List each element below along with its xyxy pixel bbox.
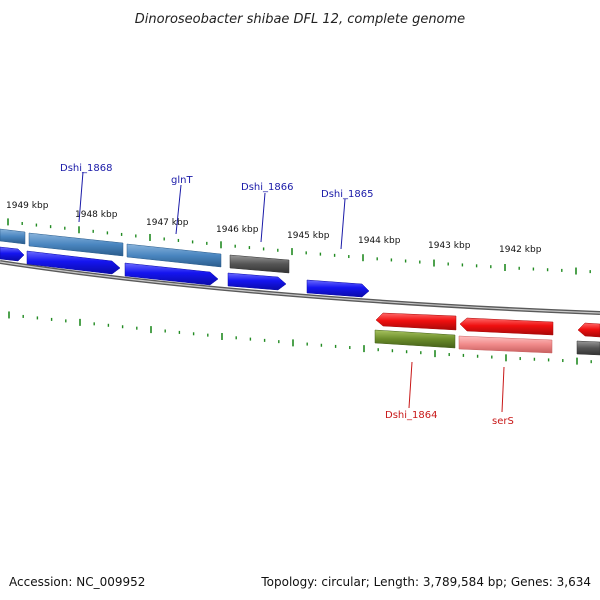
ruler-label: 1943 kbp xyxy=(428,241,471,251)
leader-line xyxy=(78,171,84,223)
cds-arrow[interactable] xyxy=(0,246,25,262)
forward-gene-bars xyxy=(0,228,290,274)
gene-bar[interactable] xyxy=(458,335,553,354)
gene-label-glnt[interactable]: glnT xyxy=(171,175,193,186)
pseudo-gene-bar[interactable] xyxy=(576,340,600,356)
lower-scale-ticks xyxy=(8,311,592,365)
pseudo-gene-bar[interactable] xyxy=(229,254,290,274)
cds-arrow[interactable] xyxy=(227,272,287,291)
ruler-label: 1942 kbp xyxy=(499,245,542,255)
leader-line xyxy=(408,361,413,409)
cds-arrow[interactable] xyxy=(124,262,219,286)
accession-label: Accession: NC_009952 xyxy=(9,575,145,589)
gene-bar[interactable] xyxy=(126,243,222,268)
ruler-label: 1946 kbp xyxy=(216,225,259,235)
upper-scale-ticks xyxy=(7,218,591,275)
gene-bar[interactable] xyxy=(0,228,26,245)
gene-label-dshi-1868[interactable]: Dshi_1868 xyxy=(60,163,112,174)
leader-line xyxy=(501,366,505,413)
ruler-label: 1945 kbp xyxy=(287,231,330,241)
gene-label-dshi-1866[interactable]: Dshi_1866 xyxy=(241,182,293,193)
reverse-cds-track xyxy=(375,312,600,338)
ruler-label: 1948 kbp xyxy=(75,210,118,220)
gene-labels: Dshi_1868 glnT Dshi_1866 Dshi_1865 Dshi_… xyxy=(60,163,514,427)
genome-title: Dinoroseobacter shibae DFL 12, complete … xyxy=(135,12,465,27)
ruler-label: 1947 kbp xyxy=(146,218,189,228)
gene-bar[interactable] xyxy=(28,232,124,257)
ruler-label: 1949 kbp xyxy=(6,201,49,211)
gene-label-dshi-1864[interactable]: Dshi_1864 xyxy=(385,410,437,421)
cds-arrow[interactable] xyxy=(26,250,121,275)
ruler-labels: 1949 kbp 1948 kbp 1947 kbp 1946 kbp 1945… xyxy=(6,201,542,255)
cds-arrow[interactable] xyxy=(306,279,370,298)
label-leaders xyxy=(78,171,505,413)
leader-line xyxy=(175,184,182,235)
cds-arrow[interactable] xyxy=(459,317,554,336)
cds-arrow[interactable] xyxy=(577,322,600,338)
ruler-label: 1944 kbp xyxy=(358,236,401,246)
gene-label-sers[interactable]: serS xyxy=(492,416,514,427)
gene-bar[interactable] xyxy=(374,329,456,349)
genome-backbone-highlight xyxy=(0,261,600,314)
leader-line xyxy=(260,192,266,243)
gene-label-dshi-1865[interactable]: Dshi_1865 xyxy=(321,189,373,200)
cds-arrow[interactable] xyxy=(375,312,457,331)
forward-cds-track xyxy=(0,246,370,298)
genome-summary: Topology: circular; Length: 3,789,584 bp… xyxy=(260,575,591,589)
reverse-gene-bars xyxy=(374,329,600,356)
leader-line xyxy=(340,198,346,250)
